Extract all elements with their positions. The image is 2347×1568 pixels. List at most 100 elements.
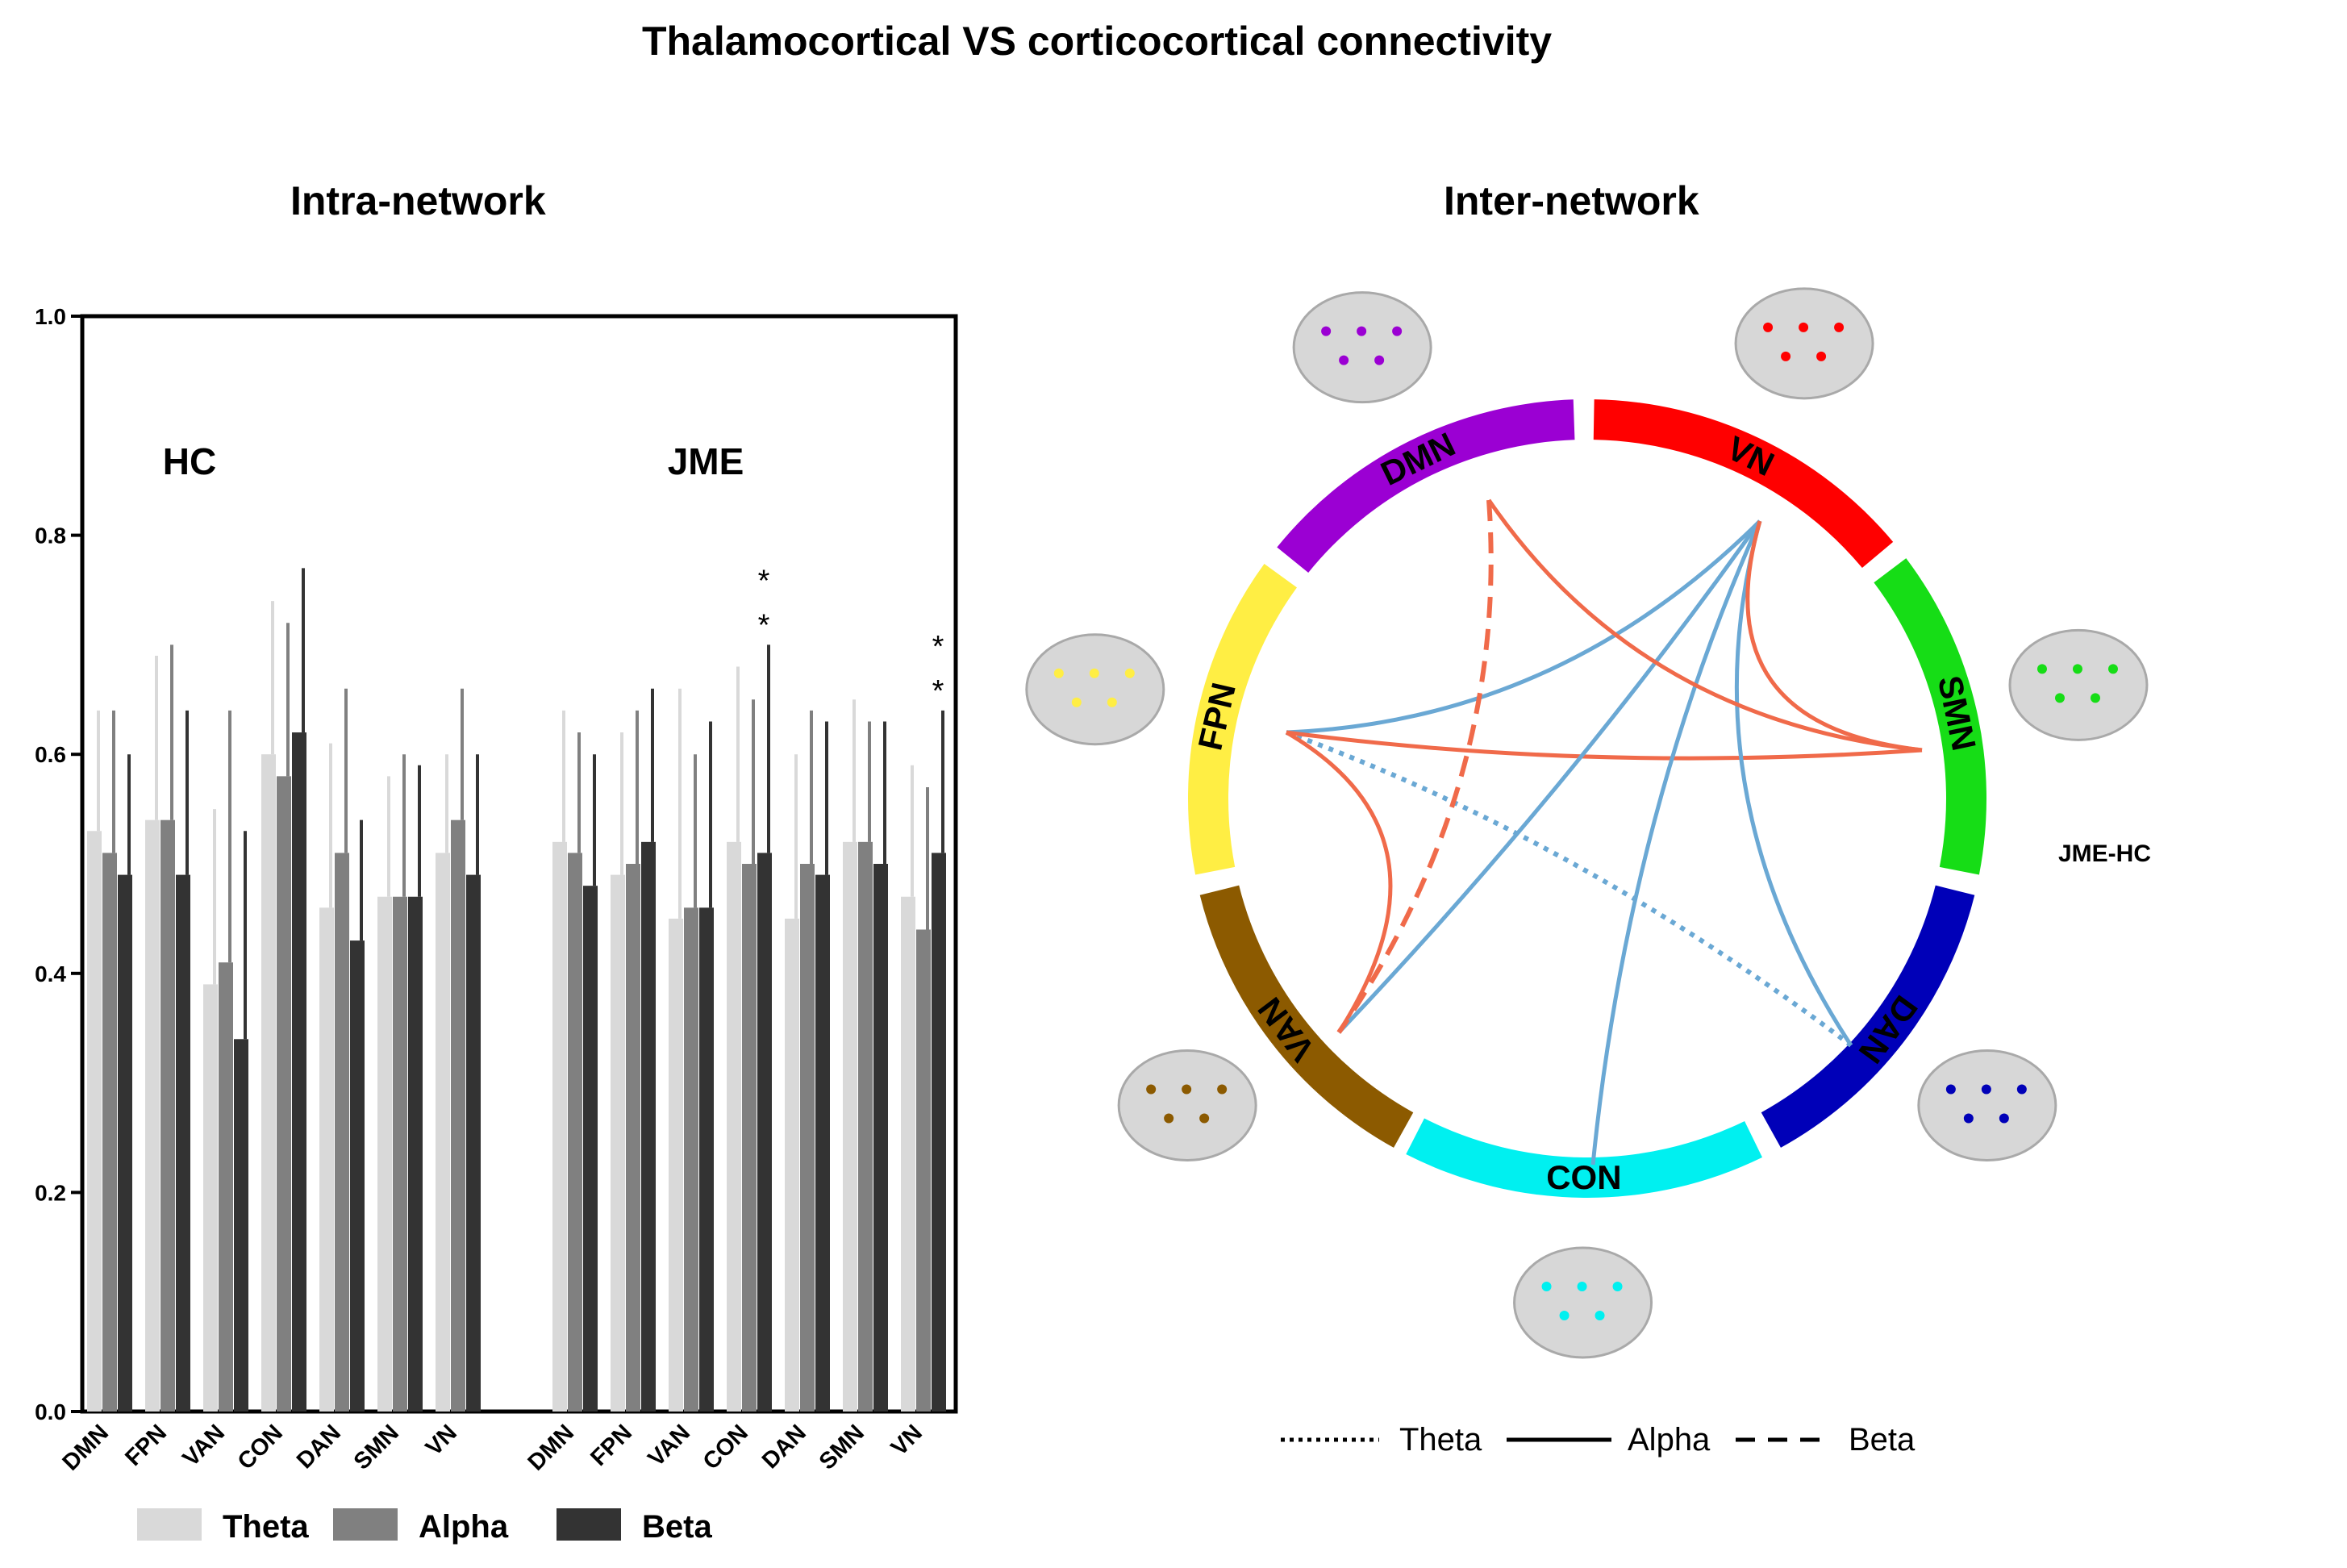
bar (436, 853, 450, 1412)
x-tick-label: CON (698, 1420, 753, 1474)
legend-label: Theta (223, 1509, 309, 1545)
network-label: SMN (1931, 673, 1983, 754)
x-tick-label: SMN (349, 1420, 404, 1474)
bar (916, 929, 931, 1412)
y-tick-label: 0.4 (35, 961, 66, 986)
x-tick-label: DMN (58, 1420, 114, 1475)
bar (87, 831, 102, 1412)
y-tick-label: 0.2 (35, 1180, 66, 1205)
x-tick-label: DMN (523, 1420, 579, 1475)
bar (757, 853, 772, 1412)
bar (873, 864, 888, 1412)
legend-label: Alpha (419, 1509, 509, 1545)
connectivity-link (1285, 730, 1393, 1034)
bar (393, 896, 407, 1412)
x-tick-label: CON (233, 1420, 288, 1474)
brain-node-dot (1089, 668, 1099, 678)
x-tick-label: DAN (757, 1420, 811, 1474)
bar (901, 896, 915, 1412)
brain-node-dot (1357, 326, 1367, 336)
legend-label: Beta (1849, 1422, 1916, 1457)
x-tick-label: FPN (120, 1420, 172, 1471)
x-tick-label: FPN (586, 1420, 637, 1471)
connectivity-link (1734, 520, 1853, 1047)
group-label: JME (668, 440, 744, 482)
x-tick-label: VN (886, 1420, 928, 1461)
network-arc (1761, 885, 1975, 1148)
legend-label: Alpha (1628, 1422, 1711, 1457)
brain-node-dot (1981, 1084, 1991, 1095)
bar (669, 918, 683, 1412)
brain-node-dot (1339, 355, 1349, 365)
legend-label: Beta (642, 1509, 712, 1545)
brain-thumbnail (1917, 1049, 2057, 1161)
network-arc (1199, 885, 1414, 1148)
bar (552, 841, 567, 1412)
bar (466, 874, 481, 1412)
network-arc (1874, 558, 1987, 875)
bar (203, 984, 218, 1412)
bar (932, 853, 946, 1412)
brain-node-dot (1781, 351, 1791, 361)
bar (568, 853, 582, 1412)
bar (699, 907, 714, 1412)
brain-node-dot (1071, 697, 1082, 707)
brain-node-dot (1392, 326, 1403, 336)
brain-node-dot (2016, 1084, 2027, 1095)
bar (611, 874, 625, 1412)
bar (234, 1039, 248, 1412)
legend-swatch (137, 1508, 202, 1541)
y-tick-label: 1.0 (35, 304, 66, 329)
brain-node-dot (2054, 693, 2065, 703)
bar (277, 776, 291, 1412)
network-arc (1188, 564, 1297, 875)
bar (815, 874, 830, 1412)
brain-node-dot (2072, 664, 2082, 674)
y-tick-label: 0.6 (35, 742, 66, 767)
brain-node-dot (1963, 1113, 1974, 1124)
connectivity-link (1286, 519, 1761, 735)
x-tick-label: SMN (815, 1420, 869, 1474)
bar (451, 819, 465, 1412)
brain-node-dot (2090, 693, 2100, 703)
legend-swatch (333, 1508, 398, 1541)
brain-node-dot (1763, 322, 1774, 332)
bar (641, 841, 656, 1412)
brain-node-dot (1799, 322, 1809, 332)
bar (727, 841, 741, 1412)
network-arc (1593, 399, 1894, 568)
brain-thumbnail (1734, 287, 1874, 400)
brain-node-dot (1612, 1281, 1623, 1291)
plot-frame (80, 314, 958, 1414)
legend-swatch (557, 1508, 621, 1541)
bar (843, 841, 857, 1412)
x-tick-label: DAN (292, 1420, 346, 1474)
brain-node-dot (1053, 668, 1064, 678)
bar (626, 864, 640, 1412)
connectivity-link (1745, 520, 1923, 753)
brain-node-dot (1199, 1113, 1210, 1124)
brain-node-dot (1164, 1113, 1174, 1124)
network-label: FPN (1190, 679, 1243, 753)
brain-node-dot (1321, 326, 1332, 336)
brain-node-dot (2107, 664, 2118, 674)
bar (742, 864, 757, 1412)
significance-star: * (932, 674, 944, 708)
bar (145, 819, 160, 1412)
brain-node-dot (1107, 697, 1117, 707)
brain-node-dot (1559, 1310, 1570, 1320)
bar (377, 896, 392, 1412)
brain-thumbnail (1117, 1049, 1257, 1161)
bar (102, 853, 117, 1412)
network-label: DMN (1375, 425, 1461, 493)
brain-node-dot (1182, 1084, 1192, 1095)
network-arc (1406, 1118, 1762, 1198)
brain-node-dot (1124, 668, 1135, 678)
bar (319, 907, 334, 1412)
bar (684, 907, 698, 1412)
significance-star: * (932, 630, 944, 664)
brain-node-dot (1816, 351, 1827, 361)
